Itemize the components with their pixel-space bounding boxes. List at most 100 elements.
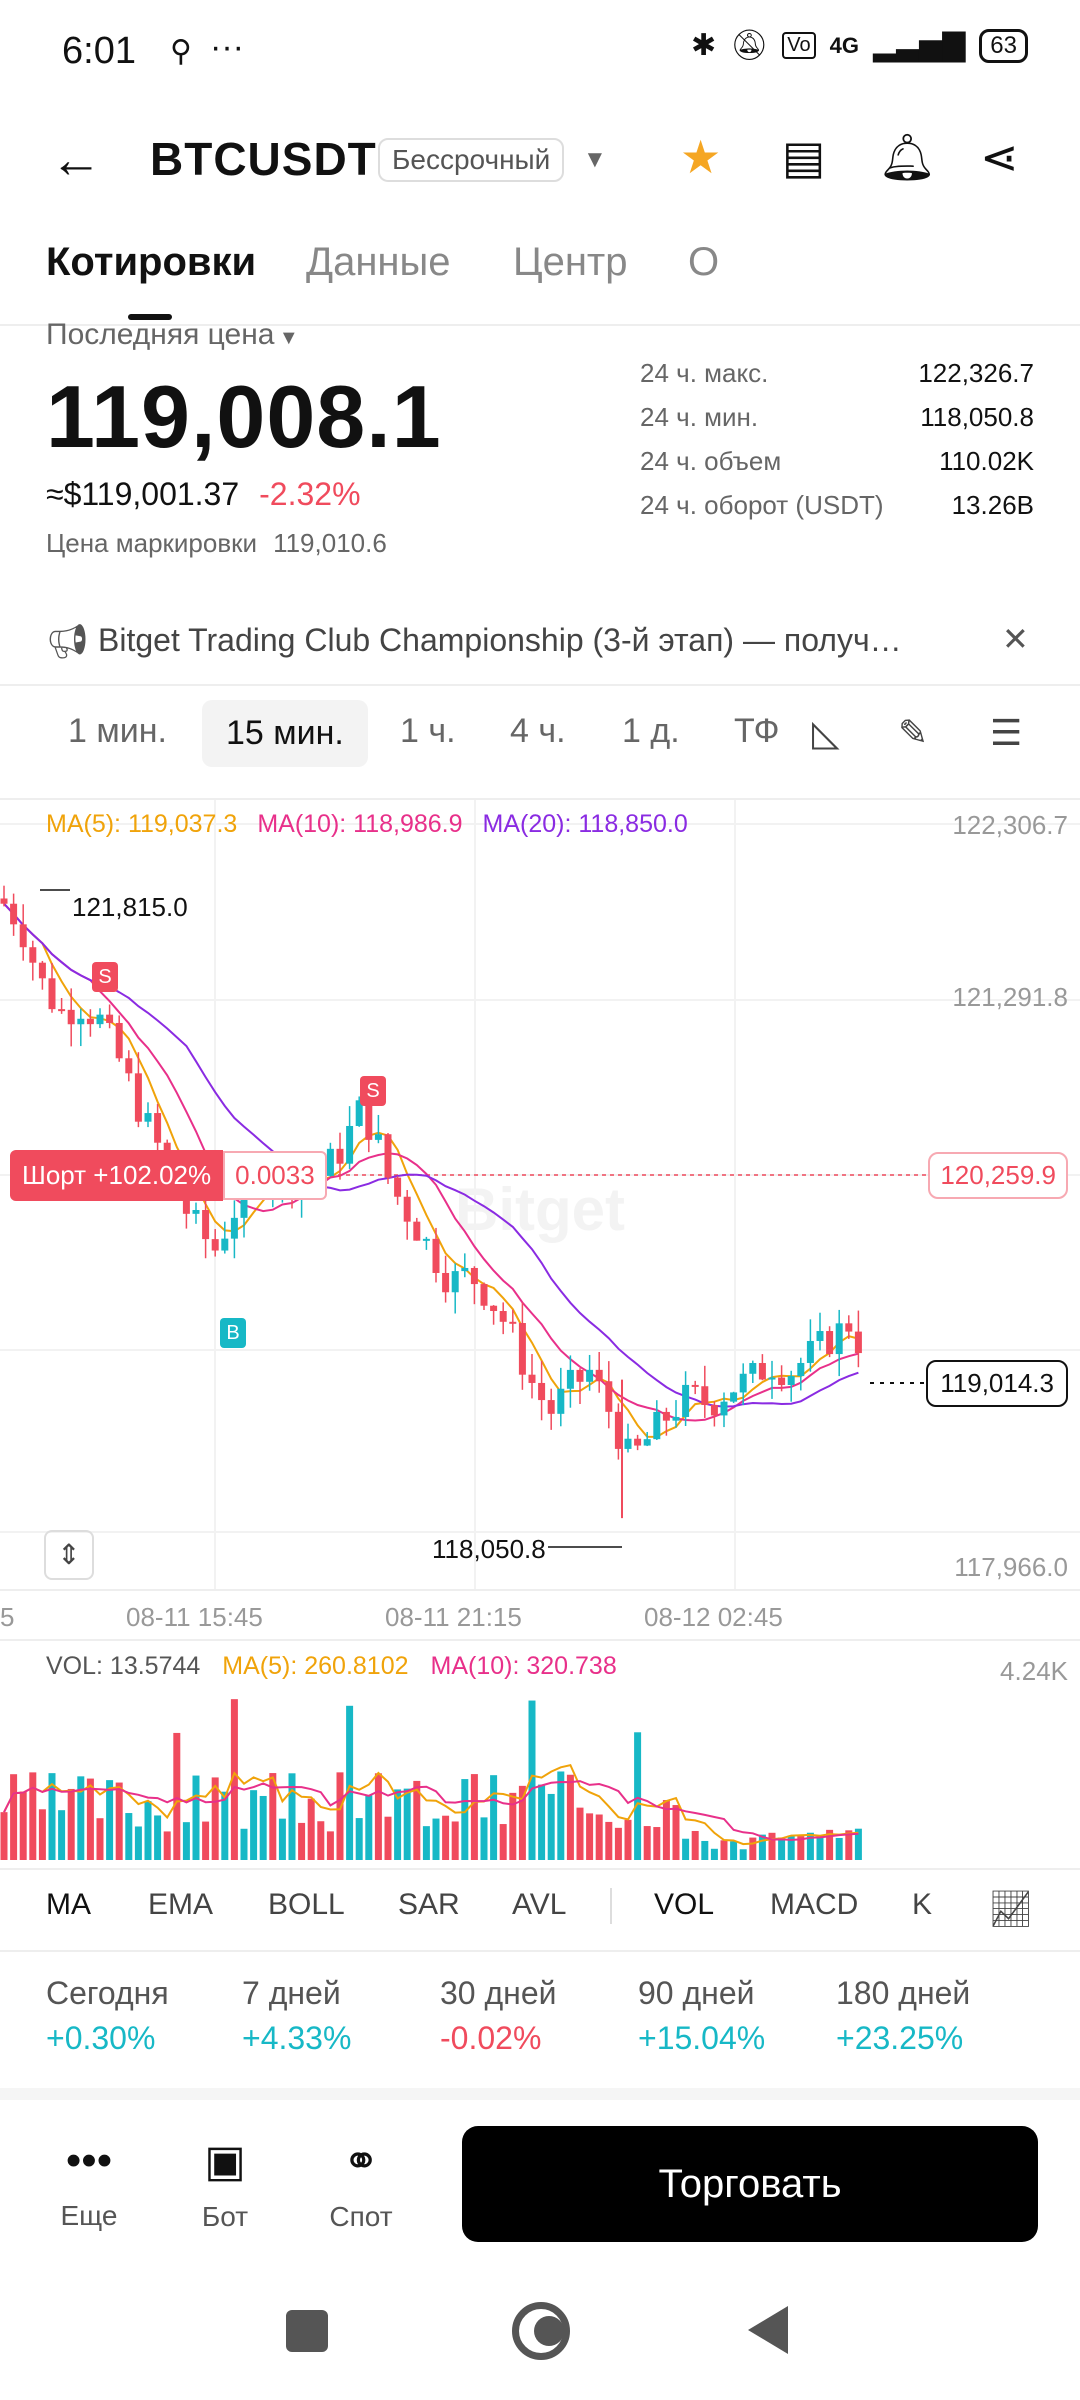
volte-icon: Vo — [782, 32, 816, 59]
indicator-ema[interactable]: EMA — [148, 1888, 214, 1921]
timeframe-1d[interactable]: 1 д. — [622, 712, 680, 750]
volume-bar — [269, 1773, 277, 1860]
timeframe-custom[interactable]: ТФ — [734, 712, 780, 750]
tab-center[interactable]: Центр — [513, 240, 628, 284]
announcement-bar[interactable]: 📢︎ Bitget Trading Club Championship (3-й… — [0, 600, 1080, 680]
position-qty[interactable]: 0.0033 — [223, 1150, 327, 1200]
spot-button[interactable]: ⚭ Спот — [316, 2136, 406, 2233]
candle-body — [336, 1148, 344, 1164]
tab-quotes[interactable]: Котировки — [46, 240, 257, 284]
nav-back-icon[interactable] — [748, 2306, 788, 2354]
candle-body — [461, 1267, 469, 1272]
volume-bar — [557, 1771, 565, 1860]
alert-bell-icon[interactable]: 🔔︎ — [878, 131, 937, 183]
volume-bar — [672, 1805, 680, 1860]
symbol-title[interactable]: BTCUSDT — [150, 133, 377, 185]
buy-marker[interactable]: B — [220, 1318, 246, 1348]
bot-button[interactable]: ▣ Бот — [180, 2136, 270, 2233]
candle-body — [528, 1374, 536, 1383]
position-tag[interactable]: Шорт +102.02% 0.0033 — [10, 1149, 327, 1201]
candle-body — [576, 1369, 584, 1382]
indicator-ma[interactable]: MA — [46, 1888, 91, 1921]
candle-body — [826, 1331, 834, 1355]
volume-bar — [163, 1831, 171, 1860]
ma10-line — [3, 903, 859, 1422]
notes-icon[interactable]: ▤ — [782, 131, 826, 183]
candle-body — [365, 1100, 373, 1140]
expand-chart-icon[interactable]: ⇕ — [44, 1530, 94, 1580]
trade-button[interactable]: Торговать — [462, 2126, 1038, 2242]
volume-legend: VOL: 13.5744 MA(5): 260.8102 MA(10): 320… — [46, 1652, 617, 1681]
volume-bar — [211, 1777, 219, 1860]
indicator-avl[interactable]: AVL — [512, 1888, 567, 1921]
candle-body — [566, 1369, 574, 1389]
sell-marker[interactable]: S — [360, 1076, 386, 1106]
candle-body — [758, 1363, 766, 1380]
indicator-boll[interactable]: BOLL — [268, 1888, 345, 1921]
candle-body — [125, 1058, 133, 1074]
divider — [0, 1868, 1080, 1870]
contract-type-badge[interactable]: Бессрочный — [378, 138, 565, 182]
nav-home-icon[interactable] — [512, 2302, 570, 2360]
back-icon[interactable]: ← — [50, 131, 102, 189]
candle-body — [672, 1416, 680, 1421]
star-icon[interactable]: ★ — [680, 131, 722, 183]
candle-body — [403, 1196, 411, 1222]
more-button[interactable]: ••• Еще — [44, 2136, 134, 2232]
perf-value: +0.30% — [46, 2020, 156, 2056]
volume-bar — [595, 1814, 603, 1860]
candle-body — [701, 1386, 709, 1405]
candle-body — [202, 1210, 210, 1240]
timeframe-1h[interactable]: 1 ч. — [400, 712, 456, 750]
volume-bar — [845, 1830, 853, 1860]
candle-body — [586, 1369, 594, 1382]
volume-bar — [518, 1785, 526, 1860]
ma5-label: MA(5): 119,037.3 — [46, 810, 238, 838]
draw-tool-icon[interactable]: ✎ — [898, 712, 929, 753]
sell-marker[interactable]: S — [92, 962, 118, 992]
volume-bar — [221, 1791, 229, 1860]
perf-value: +23.25% — [836, 2020, 964, 2056]
more-icon: ••• — [65, 2136, 113, 2185]
candlestick-chart[interactable]: Bitget — [0, 800, 1080, 1870]
indicator-macd[interactable]: MACD — [770, 1888, 859, 1921]
stat-label: 24 ч. объем — [640, 446, 782, 476]
tab-data[interactable]: Данные — [306, 240, 451, 284]
volume-bar — [202, 1821, 210, 1860]
indicator-k[interactable]: K — [912, 1888, 933, 1921]
position-label[interactable]: Шорт +102.02% — [10, 1149, 224, 1201]
candle-body — [614, 1411, 622, 1449]
announcement-text[interactable]: Bitget Trading Club Championship (3-й эт… — [98, 622, 902, 658]
share-icon[interactable]: ⋖ — [980, 131, 1019, 183]
volume-bar — [38, 1809, 46, 1860]
timeframe-15m[interactable]: 15 мин. — [202, 700, 368, 767]
timeframe-1m[interactable]: 1 мин. — [68, 712, 167, 750]
volume-bar — [115, 1782, 123, 1860]
nav-recents-icon[interactable] — [286, 2310, 328, 2352]
caret-down-icon[interactable]: ▼ — [278, 327, 299, 349]
vol-max-tick: 4.24K — [1000, 1656, 1068, 1686]
perf-label: Сегодня — [46, 1975, 169, 2011]
indicator-vol[interactable]: VOL — [654, 1888, 715, 1921]
high-marker: 121,815.0 — [72, 892, 188, 922]
candle-body — [778, 1377, 786, 1385]
mark-price-label: Цена маркировки — [46, 528, 258, 558]
candle-body — [557, 1388, 565, 1414]
volume-bar — [326, 1831, 334, 1860]
close-icon[interactable]: ✕ — [1002, 621, 1029, 657]
chart-settings-icon[interactable]: ☰ — [990, 712, 1023, 753]
tab-about[interactable]: О — [688, 240, 720, 284]
chevron-down-icon[interactable]: ▼ — [583, 146, 607, 173]
candle-body — [643, 1439, 651, 1446]
indicator-settings-icon[interactable]: 📈︎ — [988, 1888, 1034, 1929]
indicator-sar[interactable]: SAR — [398, 1888, 460, 1921]
volume-bar — [691, 1830, 699, 1860]
price-chart[interactable]: Bitget MA(5): 119,037.3 MA(10): 118,986.… — [0, 800, 1080, 1870]
timeframe-4h[interactable]: 4 ч. — [510, 712, 566, 750]
chart-type-icon[interactable]: ◺ — [812, 712, 840, 753]
vol-ma10-label: MA(10): 320.738 — [430, 1652, 617, 1680]
last-price: 119,008.1 — [46, 367, 442, 466]
candle-body — [854, 1331, 862, 1354]
last-price-label: Последняя цена — [46, 318, 275, 351]
candle-body — [739, 1373, 747, 1393]
